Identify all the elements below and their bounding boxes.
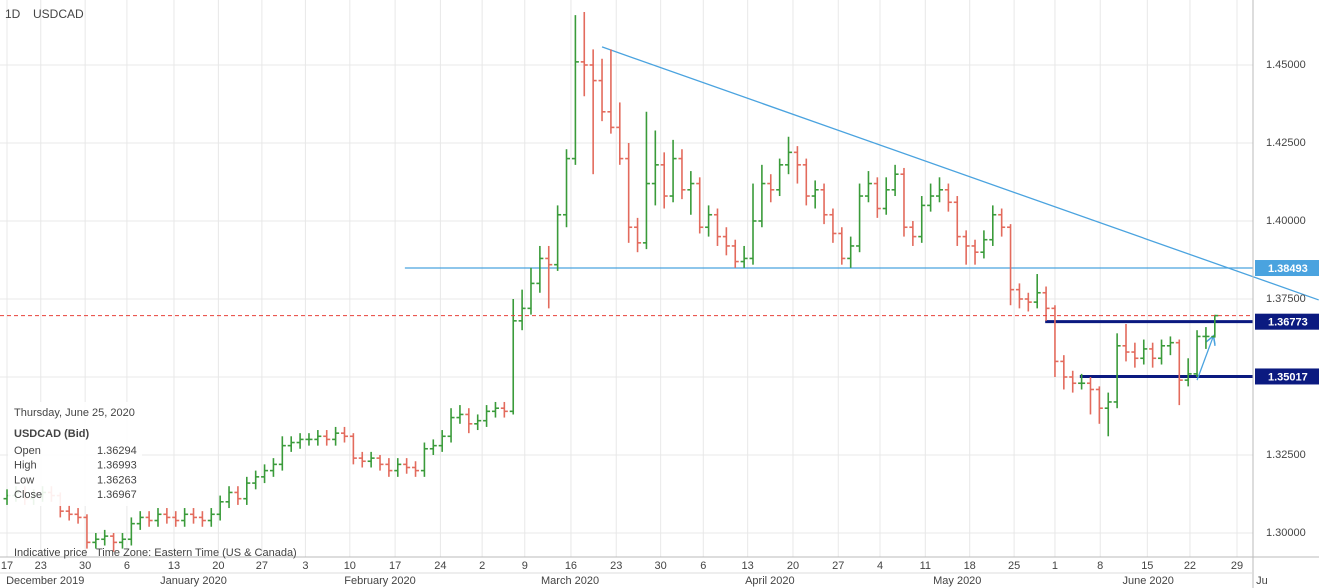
x-tick-label: 13 bbox=[168, 560, 180, 572]
x-tick-label: 20 bbox=[212, 560, 224, 572]
x-tick-label: 13 bbox=[742, 560, 754, 572]
x-tick-label: 27 bbox=[832, 560, 844, 572]
grid-layer bbox=[0, 0, 1253, 557]
x-tick-label: 10 bbox=[344, 560, 356, 572]
x-tick-label: 9 bbox=[522, 560, 528, 572]
x-tick-label: 20 bbox=[787, 560, 799, 572]
x-tick-label: 3 bbox=[302, 560, 308, 572]
x-tick-label: 6 bbox=[700, 560, 706, 572]
x-tick-label: 30 bbox=[655, 560, 667, 572]
info-value: 1.36294 bbox=[97, 445, 137, 457]
y-tick-label: 1.40000 bbox=[1266, 215, 1306, 227]
x-tick-label: 2 bbox=[479, 560, 485, 572]
trend-line bbox=[601, 46, 1319, 301]
info-instrument: USDCAD (Bid) bbox=[14, 428, 89, 440]
x-tick-label: 25 bbox=[1008, 560, 1020, 572]
month-label: June 2020 bbox=[1123, 575, 1174, 587]
footer-timezone: Time Zone: Eastern Time (US & Canada) bbox=[96, 547, 297, 559]
y-tick-label: 1.32500 bbox=[1266, 449, 1306, 461]
x-tick-label: 29 bbox=[1231, 560, 1243, 572]
x-tick-label: 17 bbox=[389, 560, 401, 572]
month-label: December 2019 bbox=[6, 575, 84, 587]
x-tick-label: 16 bbox=[565, 560, 577, 572]
x-tick-label: 27 bbox=[256, 560, 268, 572]
x-tick-label: 1 bbox=[1052, 560, 1058, 572]
marks-layer bbox=[0, 11, 1319, 552]
interval: 1D bbox=[5, 7, 21, 21]
x-tick-label: 23 bbox=[610, 560, 622, 572]
level-label-box bbox=[1255, 260, 1319, 277]
y-tick-label: 1.42500 bbox=[1266, 137, 1306, 149]
info-rows: Open 1.36294 High 1.36993 Low 1.36263 Close 1.3… bbox=[14, 445, 137, 501]
y-tick-label: 1.45000 bbox=[1266, 59, 1306, 71]
month-label: January 2020 bbox=[160, 575, 227, 587]
y-tick-label: 1.30000 bbox=[1266, 527, 1306, 539]
info-field: High bbox=[14, 460, 37, 472]
footer-note: Indicative price bbox=[14, 547, 87, 559]
month-label: April 2020 bbox=[745, 575, 795, 587]
level-label: 1.36773 bbox=[1268, 317, 1308, 329]
info-field: Low bbox=[14, 474, 34, 486]
info-date: Thursday, June 25, 2020 bbox=[14, 407, 135, 419]
x-tick-label: 8 bbox=[1097, 560, 1103, 572]
level-label-box bbox=[1255, 368, 1319, 385]
info-field: Open bbox=[14, 445, 41, 457]
y-tick-label: 1.37500 bbox=[1266, 293, 1306, 305]
x-tick-label: 15 bbox=[1141, 560, 1153, 572]
info-value: 1.36263 bbox=[97, 474, 137, 486]
x-tick-label: 18 bbox=[964, 560, 976, 572]
info-value: 1.36993 bbox=[97, 460, 137, 472]
x-tick-label: 4 bbox=[877, 560, 883, 572]
level-label: 1.38493 bbox=[1268, 263, 1308, 275]
info-field: Close bbox=[14, 489, 42, 501]
labels-layer: 1.300001.325001.350001.375001.400001.425… bbox=[1, 59, 1319, 587]
month-label: March 2020 bbox=[541, 575, 599, 587]
x-tick-label: 11 bbox=[920, 560, 931, 572]
month-label: February 2020 bbox=[344, 575, 416, 587]
info-value: 1.36967 bbox=[97, 489, 137, 501]
month-label: May 2020 bbox=[933, 575, 981, 587]
trend-line bbox=[1196, 337, 1213, 381]
month-label: Ju bbox=[1256, 575, 1268, 587]
x-tick-label: 17 bbox=[1, 560, 13, 572]
x-tick-label: 23 bbox=[35, 560, 47, 572]
x-tick-label: 6 bbox=[124, 560, 130, 572]
x-tick-label: 30 bbox=[79, 560, 91, 572]
level-label-box bbox=[1255, 313, 1319, 330]
x-tick-label: 24 bbox=[434, 560, 446, 572]
symbol: USDCAD bbox=[33, 7, 84, 21]
level-label: 1.35017 bbox=[1268, 371, 1308, 383]
info-box bbox=[8, 402, 142, 506]
x-tick-label: 22 bbox=[1184, 560, 1196, 572]
